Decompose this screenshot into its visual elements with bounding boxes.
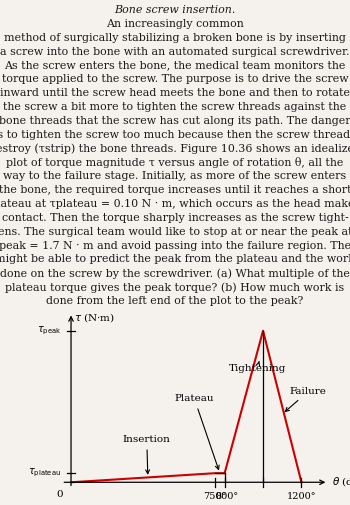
Text: plateau at τplateau = 0.10 N · m, which occurs as the head makes: plateau at τplateau = 0.10 N · m, which … [0,199,350,209]
Text: the screw a bit more to tighten the screw threads against the: the screw a bit more to tighten the scre… [4,102,346,112]
Text: plot of torque magnitude τ versus angle of rotation θ, all the: plot of torque magnitude τ versus angle … [6,158,344,169]
Text: inward until the screw head meets the bone and then to rotate: inward until the screw head meets the bo… [0,88,350,98]
Text: the bone, the required torque increases until it reaches a short: the bone, the required torque increases … [0,185,350,195]
Text: Tightening: Tightening [229,362,286,373]
Text: $\tau_{\rm peak}$: $\tau_{\rm peak}$ [37,325,61,337]
Text: ens. The surgical team would like to stop at or near the peak at: ens. The surgical team would like to sto… [0,227,350,237]
Text: $\theta$ (deg): $\theta$ (deg) [332,475,350,489]
Text: 1200°: 1200° [287,492,316,501]
Text: $\tau$ (N$\cdot$m): $\tau$ (N$\cdot$m) [74,311,115,324]
Text: τpeak = 1.7 N · m and avoid passing into the failure region. They: τpeak = 1.7 N · m and avoid passing into… [0,241,350,250]
Text: An increasingly common: An increasingly common [106,19,244,29]
Text: torque applied to the screw. The purpose is to drive the screw: torque applied to the screw. The purpose… [2,74,348,84]
Text: Plateau: Plateau [175,394,219,469]
Text: Insertion: Insertion [123,435,171,474]
Text: plateau torque gives the peak torque? (b) How much work is: plateau torque gives the peak torque? (b… [5,282,345,293]
Text: contact. Then the torque sharply increases as the screw tight-: contact. Then the torque sharply increas… [2,213,348,223]
Text: 800°: 800° [216,492,239,501]
Text: is to tighten the screw too much because then the screw threads: is to tighten the screw too much because… [0,130,350,140]
Text: a screw into the bone with an automated surgical screwdriver.: a screw into the bone with an automated … [0,46,350,57]
Text: done on the screw by the screwdriver. (a) What multiple of the: done on the screw by the screwdriver. (a… [0,268,350,279]
Text: method of surgically stabilizing a broken bone is by inserting: method of surgically stabilizing a broke… [4,33,346,43]
Text: As the screw enters the bone, the medical team monitors the: As the screw enters the bone, the medica… [4,61,346,71]
Text: Bone screw insertion.: Bone screw insertion. [114,5,236,15]
Text: 750°: 750° [203,492,227,501]
Text: way to the failure stage. Initially, as more of the screw enters: way to the failure stage. Initially, as … [4,171,346,181]
Text: done from the left end of the plot to the peak?: done from the left end of the plot to th… [46,296,304,306]
Text: Failure: Failure [285,387,327,412]
Text: 0: 0 [56,489,63,498]
Text: bone threads that the screw has cut along its path. The danger: bone threads that the screw has cut alon… [0,116,350,126]
Text: destroy (τstrip) the bone threads. Figure 10.36 shows an idealized: destroy (τstrip) the bone threads. Figur… [0,143,350,154]
Text: $\tau_{\rm plateau}$: $\tau_{\rm plateau}$ [28,467,61,479]
Text: might be able to predict the peak from the plateau and the work: might be able to predict the peak from t… [0,255,350,265]
